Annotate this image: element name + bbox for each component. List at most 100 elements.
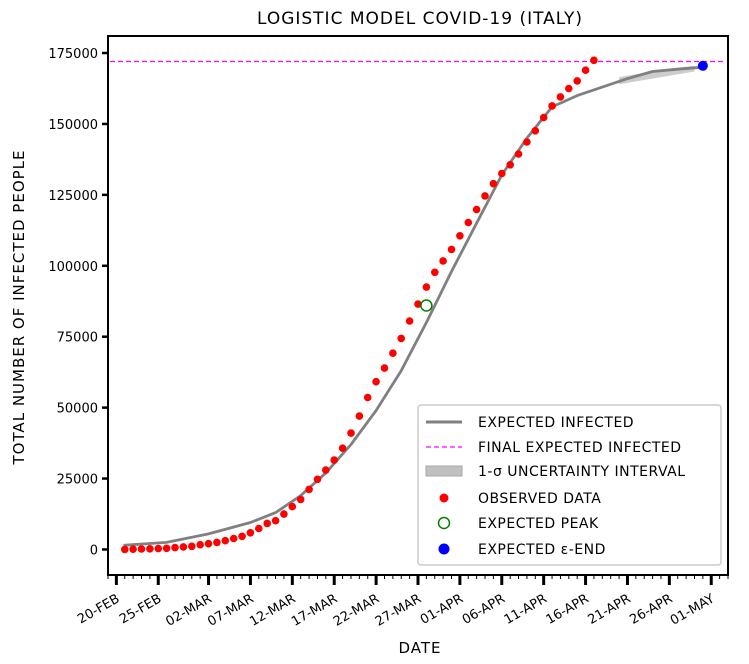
observed-point	[271, 516, 280, 525]
y-axis-label: TOTAL NUMBER OF INFECTED PEOPLE	[10, 149, 28, 465]
observed-point	[204, 539, 213, 548]
legend-label-end: EXPECTED ε-END	[478, 542, 606, 558]
expected-end-marker	[697, 60, 708, 71]
y-axis: 0 25000 50000 75000 100000 125000 150000 175000	[48, 47, 108, 558]
observed-point	[213, 538, 221, 547]
observed-point	[573, 77, 581, 85]
x-tick-label: 27-MAR	[373, 591, 424, 629]
observed-point	[548, 102, 556, 110]
legend-label-uncertainty: 1-σ UNCERTAINTY INTERVAL	[478, 464, 686, 480]
x-tick-label: 01-APR	[418, 591, 466, 627]
observed-point	[263, 519, 272, 528]
observed-point	[196, 540, 204, 549]
observed-point	[330, 456, 339, 464]
observed-point	[447, 245, 456, 254]
y-tick-label: 150000	[48, 118, 98, 133]
observed-point	[523, 138, 531, 146]
observed-point	[121, 545, 129, 554]
observed-point	[380, 364, 389, 372]
observed-point	[355, 412, 364, 420]
observed-point	[389, 349, 397, 358]
observed-point	[372, 377, 380, 386]
x-tick-label: 01-MAY	[668, 591, 717, 628]
observed-point	[472, 205, 481, 214]
observed-point	[129, 545, 137, 553]
observed-point	[254, 524, 263, 533]
observed-point	[296, 495, 305, 504]
legend-box	[417, 404, 722, 566]
observed-point	[137, 545, 146, 553]
legend-label-final-expected: FINAL EXPECTED INFECTED	[478, 440, 682, 456]
legend-swatch-observed	[439, 493, 449, 503]
grid-and-plot	[110, 56, 726, 554]
legend-label-expected-infected: EXPECTED INFECTED	[478, 415, 634, 431]
legend-label-observed: OBSERVED DATA	[478, 491, 601, 507]
observed-point	[313, 475, 322, 484]
x-tick-label: 11-APR	[502, 591, 550, 627]
x-tick-label: 26-APR	[627, 591, 675, 627]
y-tick-label: 25000	[57, 473, 98, 488]
observed-point	[347, 429, 355, 437]
observed-point	[179, 543, 188, 551]
observed-point	[581, 66, 590, 74]
observed-point	[238, 532, 246, 541]
observed-point	[464, 218, 473, 227]
observed-point	[506, 161, 514, 169]
observed-point	[405, 317, 414, 325]
legend-swatch-end	[438, 543, 450, 555]
x-tick-label: 22-MAR	[331, 591, 382, 629]
y-tick-label: 175000	[48, 47, 98, 62]
legend-swatch-uncertainty	[425, 465, 463, 477]
observed-point	[439, 257, 447, 265]
y-tick-label: 75000	[57, 331, 98, 346]
observed-point	[489, 179, 498, 188]
observed-point	[146, 545, 154, 553]
observed-point	[531, 127, 540, 135]
chart-title: LOGISTIC MODEL COVID-19 (ITALY)	[257, 9, 583, 29]
x-tick-label: 06-APR	[460, 591, 508, 627]
x-tick-label: 20-FEB	[75, 591, 122, 627]
x-tick-label: 17-MAR	[289, 591, 340, 629]
observed-point	[514, 150, 523, 158]
observed-point	[229, 534, 238, 543]
observed-point	[498, 169, 506, 178]
observed-point	[431, 268, 439, 277]
x-tick-label: 07-MAR	[205, 591, 256, 629]
observed-point	[246, 529, 255, 537]
observed-point	[556, 93, 565, 101]
observed-point	[162, 544, 171, 553]
y-tick-label: 125000	[48, 189, 98, 204]
observed-point	[221, 536, 230, 545]
observed-point	[414, 300, 422, 308]
y-tick-label: 0	[90, 543, 98, 558]
observed-point	[422, 283, 431, 291]
y-tick-label: 100000	[48, 260, 98, 275]
x-tick-label: 21-APR	[585, 591, 633, 627]
observed-point	[456, 232, 464, 240]
observed-point	[322, 466, 330, 474]
legend-label-peak: EXPECTED PEAK	[478, 516, 599, 532]
x-tick-label: 02-MAR	[163, 591, 214, 629]
observed-point	[280, 510, 288, 518]
expected-infected-line	[123, 65, 705, 547]
observed-point	[305, 485, 313, 494]
observed-point	[338, 444, 347, 453]
x-axis-label: DATE	[398, 639, 441, 657]
observed-point	[154, 544, 163, 553]
x-tick-label: 25-FEB	[117, 591, 164, 627]
x-tick-label: 16-APR	[544, 591, 592, 627]
observed-point	[171, 543, 179, 552]
observed-point	[188, 542, 196, 551]
legend-swatch-peak	[437, 516, 451, 530]
legend: EXPECTED INFECTED FINAL EXPECTED INFECTE…	[417, 404, 722, 566]
x-tick-label: 12-MAR	[247, 591, 298, 629]
observed-point	[481, 192, 489, 200]
observed-point	[539, 113, 548, 122]
observed-point	[363, 393, 372, 402]
observed-point	[288, 502, 297, 511]
observed-point	[590, 56, 598, 65]
observed-point	[565, 84, 573, 93]
expected-peak-marker	[420, 299, 433, 312]
